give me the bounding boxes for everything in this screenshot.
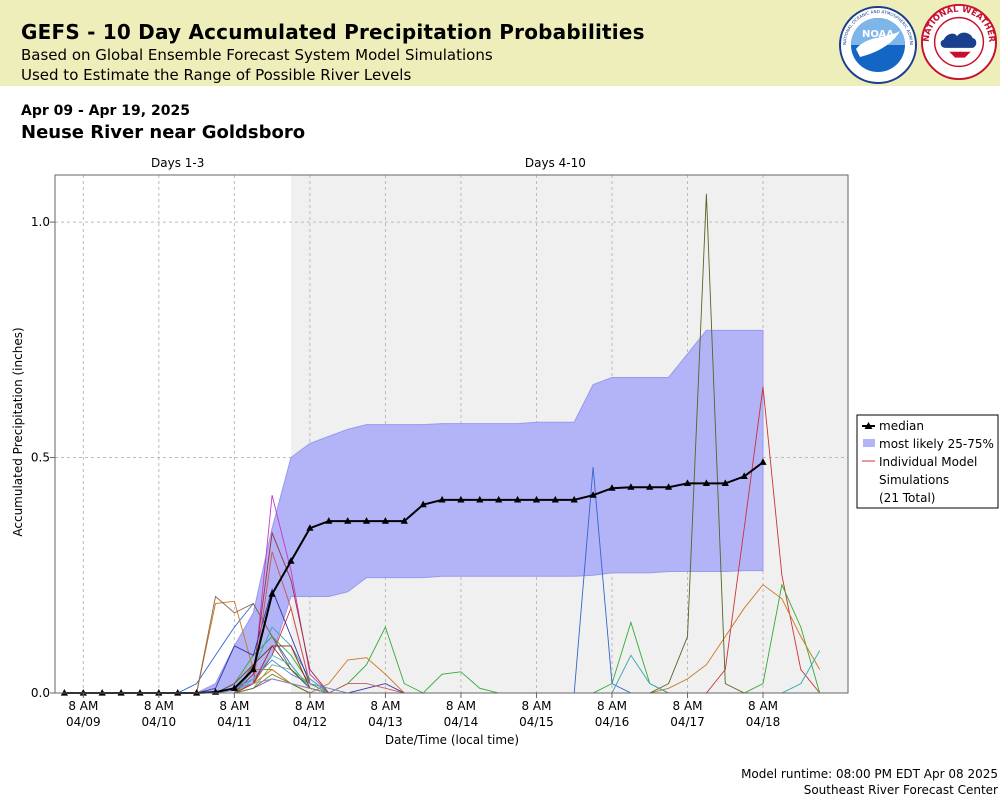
median-point [476, 495, 484, 503]
median-point [325, 517, 333, 524]
x-tick-time: 8 AM [68, 699, 98, 713]
median-point [759, 458, 767, 465]
noaa-logo-text: NOAA [862, 29, 894, 40]
median-point [495, 495, 503, 503]
legend-band-swatch [863, 439, 875, 447]
header-banner: GEFS - 10 Day Accumulated Precipitation … [0, 0, 1000, 86]
median-point [287, 557, 295, 564]
x-tick-time: 8 AM [219, 699, 249, 713]
subtitle-line-1: Based on Global Ensemble Forecast System… [21, 46, 493, 64]
median-point [514, 495, 522, 503]
model-runtime: Model runtime: 08:00 PM EDT Apr 08 2025 [741, 767, 998, 781]
y-tick-label: 0.5 [31, 451, 50, 465]
x-axis: 8 AM 04/09 8 AM 04/10 8 AM 04/11 8 AM 04/12 8 AM… [66, 693, 780, 729]
median-point [438, 495, 446, 503]
precipitation-chart: 8 AM 04/09 8 AM 04/10 8 AM 04/11 8 AM 04/12 8 AM… [11, 156, 999, 747]
legend-members-label-1: Individual Model [879, 455, 977, 469]
x-tick-time: 8 AM [446, 699, 476, 713]
forecast-center: Southeast River Forecast Center [803, 783, 998, 797]
x-tick-time: 8 AM [521, 699, 551, 713]
median-point [155, 689, 163, 696]
period-labels: Days 1-3 Days 4-10 [151, 156, 586, 170]
median-point [400, 517, 408, 524]
median-point [683, 479, 692, 486]
x-tick-time: 8 AM [370, 699, 400, 713]
x-tick-date: 04/15 [519, 715, 554, 729]
page-title: GEFS - 10 Day Accumulated Precipitation … [21, 20, 645, 44]
x-tick-date: 04/14 [444, 715, 479, 729]
median-point [646, 483, 654, 490]
median-point [174, 689, 182, 696]
legend-median-label: median [879, 419, 924, 433]
probability-band [196, 329, 764, 694]
median-point [98, 689, 106, 696]
x-tick-time: 8 AM [597, 699, 627, 713]
y-axis: 0.0 0.5 1.0 [31, 215, 55, 700]
median-point [193, 689, 201, 696]
legend: median most likely 25-75% Individual Mod… [856, 414, 999, 509]
median-point [230, 684, 238, 691]
x-tick-time: 8 AM [748, 699, 778, 713]
median-point [627, 483, 635, 490]
x-tick-time: 8 AM [144, 699, 174, 713]
period-label: Days 1-3 [151, 156, 204, 170]
median-point [136, 689, 144, 696]
median-point [306, 524, 314, 531]
median-point [362, 517, 371, 524]
y-tick-label: 0.0 [31, 686, 50, 700]
median-point [665, 483, 673, 490]
median-point [608, 484, 616, 491]
plot-border [54, 174, 849, 694]
median-point [268, 590, 276, 597]
x-tick-time: 8 AM [673, 699, 703, 713]
x-tick-date: 04/17 [670, 715, 705, 729]
legend-band-label: most likely 25-75% [879, 437, 994, 451]
x-tick-date: 04/13 [368, 715, 403, 729]
median-point [117, 689, 125, 696]
median-point [381, 517, 389, 524]
median-point [570, 495, 578, 503]
noaa-logo[interactable]: NOAA NATIONAL OCEANIC AND ATMOSPHERIC AD… [838, 5, 918, 85]
legend-box [856, 414, 999, 509]
median-point [249, 665, 257, 673]
date-range: Apr 09 - Apr 19, 2025 [21, 103, 190, 119]
legend-median-marker [864, 422, 873, 429]
median-point [419, 500, 427, 508]
x-tick-date: 04/11 [217, 715, 252, 729]
location-title: Neuse River near Goldsboro [21, 122, 306, 143]
y-axis-label: Accumulated Precipitation (inches) [11, 327, 25, 536]
median-point [457, 495, 465, 503]
x-tick-date: 04/18 [746, 715, 781, 729]
median-point [79, 689, 87, 696]
median-point [589, 491, 597, 498]
median-point [721, 479, 729, 486]
legend-members-label-3: (21 Total) [879, 491, 935, 505]
plot-frame [54, 174, 849, 694]
period-label: Days 4-10 [525, 156, 586, 170]
median-point [702, 479, 710, 486]
median-point [740, 472, 748, 479]
legend-members-label-2: Simulations [879, 473, 949, 487]
median-point [60, 689, 68, 696]
y-tick-label: 1.0 [31, 215, 50, 229]
x-tick-date: 04/09 [66, 715, 101, 729]
median-point [551, 495, 559, 503]
x-axis-label: Date/Time (local time) [385, 733, 519, 747]
x-tick-date: 04/16 [595, 715, 630, 729]
x-tick-date: 04/10 [142, 715, 177, 729]
subtitle-line-2: Used to Estimate the Range of Possible R… [21, 66, 412, 84]
median-point [532, 495, 541, 503]
median-point [344, 517, 352, 524]
x-tick-time: 8 AM [295, 699, 325, 713]
x-tick-date: 04/12 [293, 715, 328, 729]
band-25-75 [196, 329, 764, 694]
nws-logo[interactable]: NATIONAL WEATHER SERVICE [920, 3, 998, 81]
